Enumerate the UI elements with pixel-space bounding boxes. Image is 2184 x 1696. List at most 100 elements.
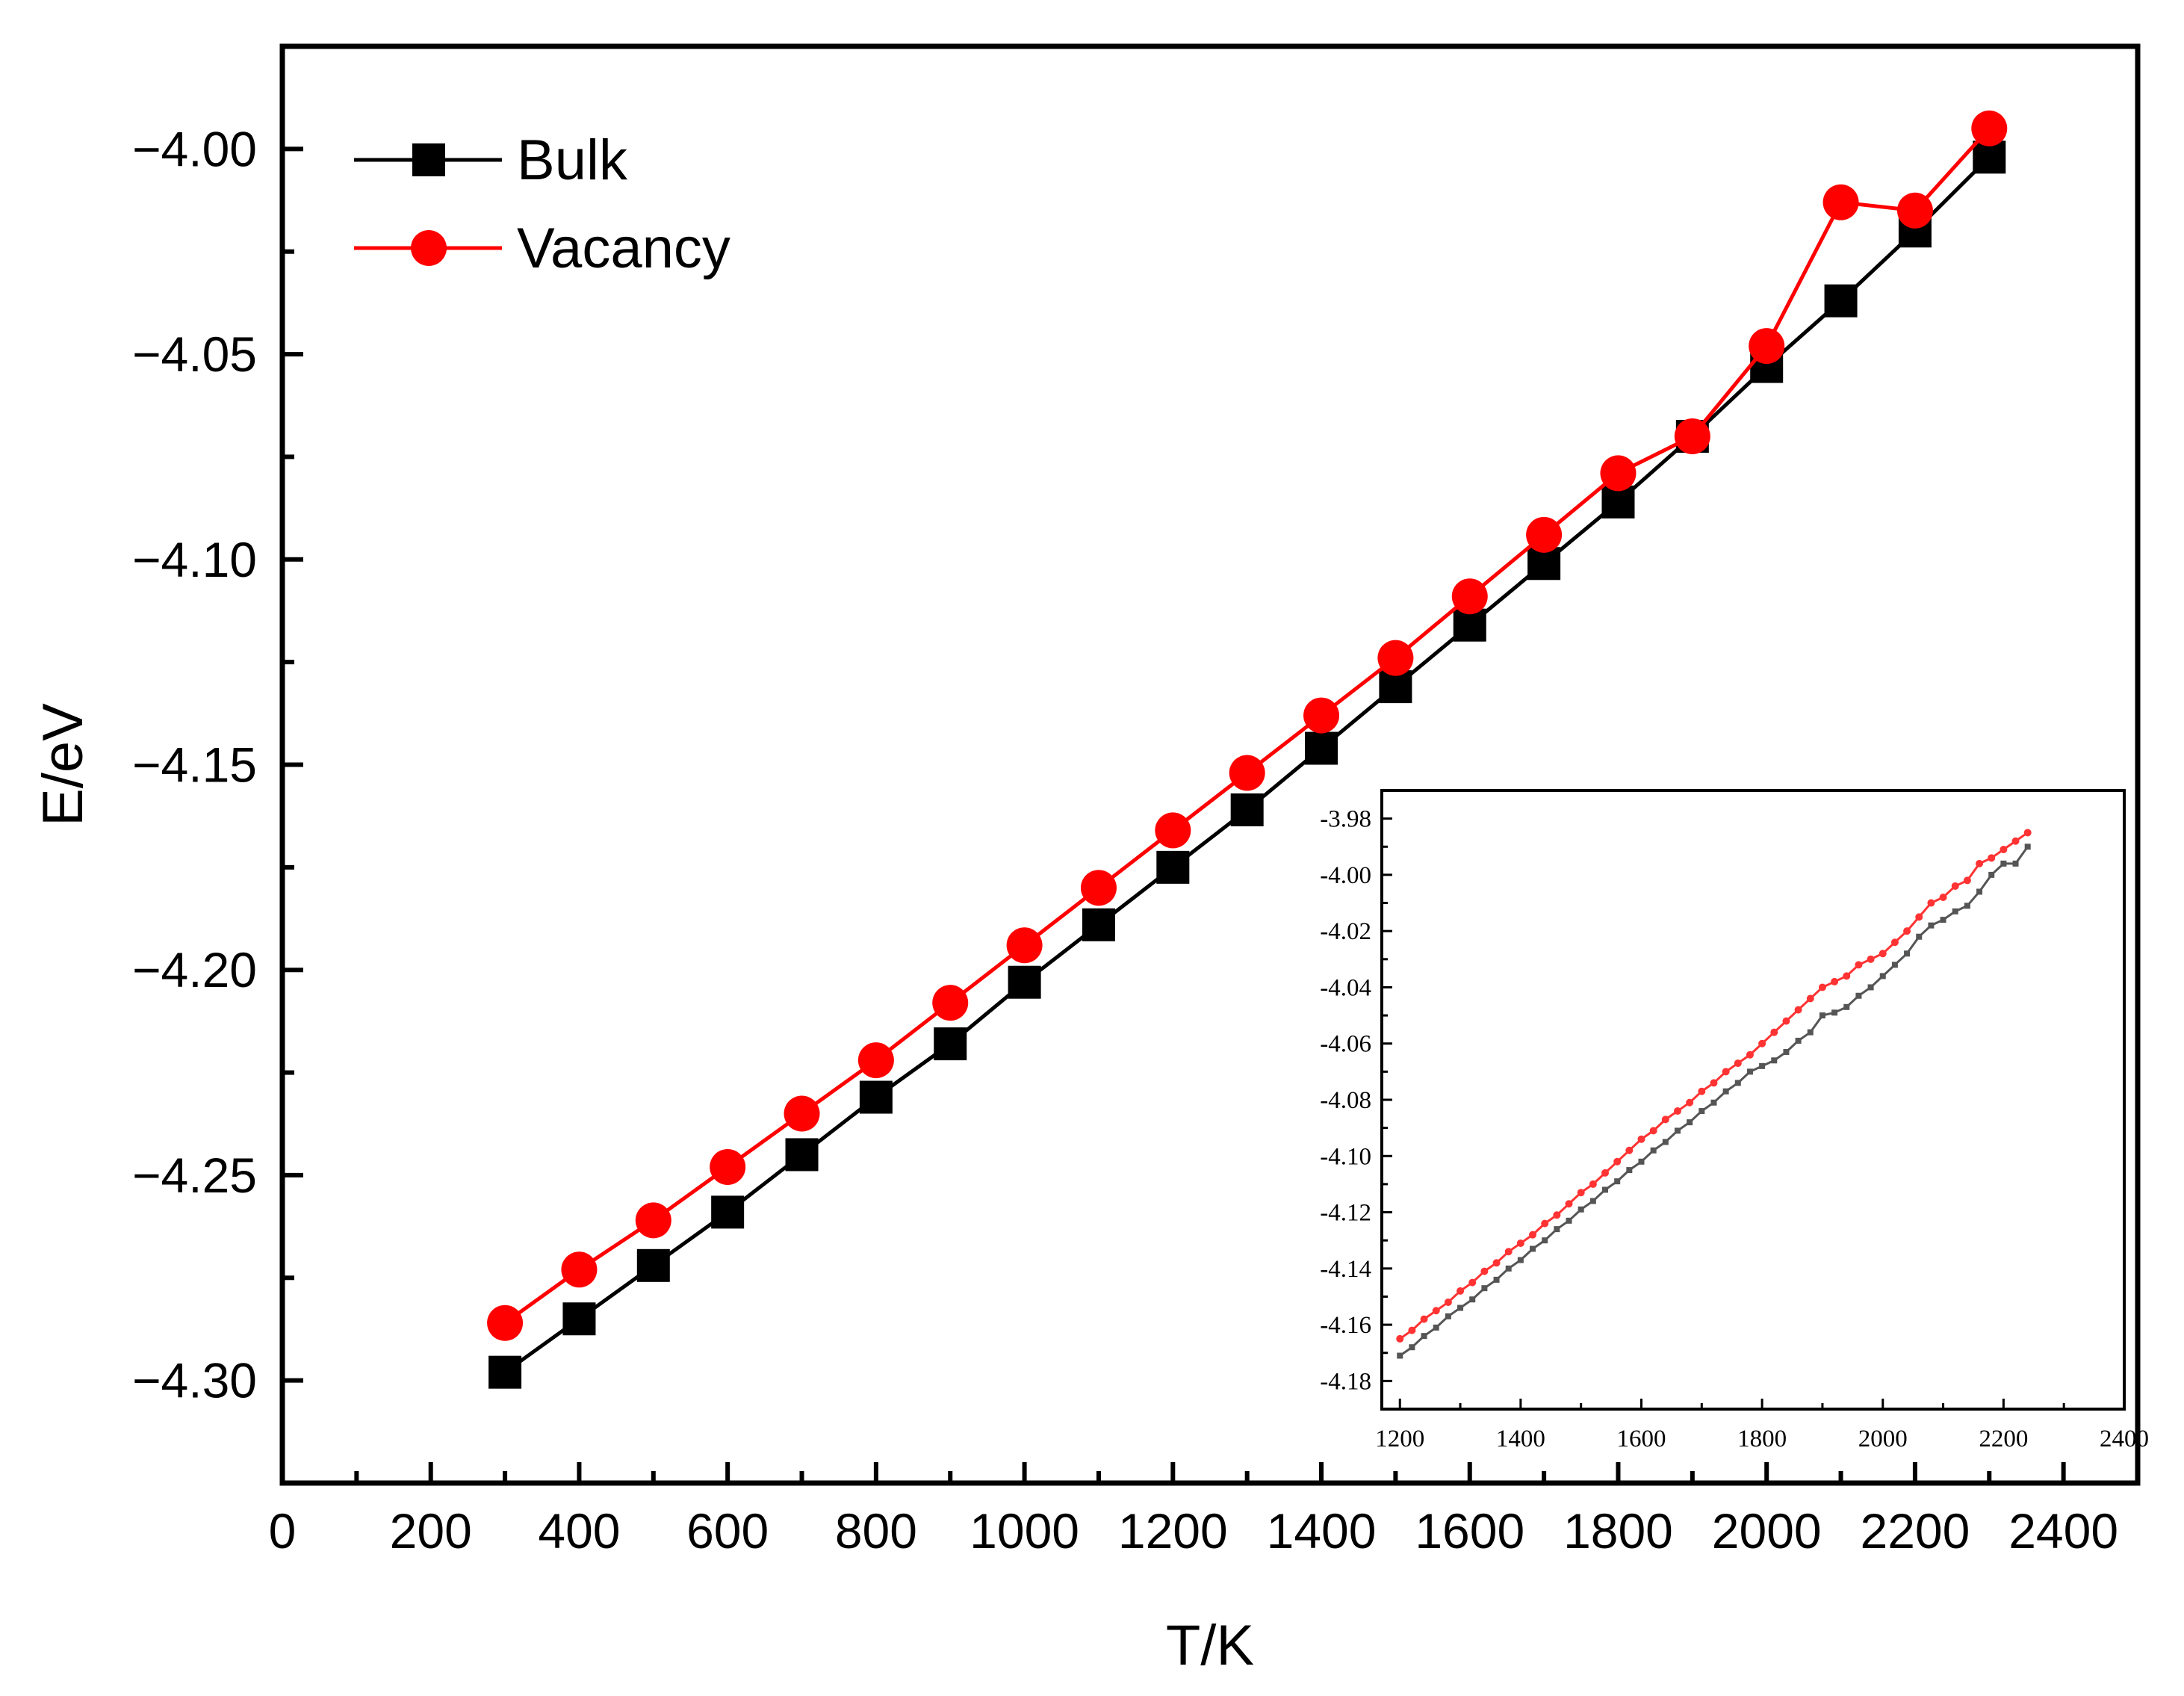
data-point-vacancy [1600,455,1637,492]
x-tick-label: 200 [390,1503,472,1559]
main-plot: 0 200 400 600 800 1000 1200 1400 1600 1800 2000 220… [31,43,2141,1677]
inset-y-tick-label: -4.16 [1320,1312,1371,1339]
data-point-bulk [562,1302,596,1336]
inset-data-point-bulk [1638,1158,1645,1165]
data-point-vacancy [1080,870,1117,906]
inset-data-point-vacancy [1770,1028,1778,1036]
inset-y-tick-label: -4.00 [1320,862,1371,889]
y-tick-label: −4.05 [132,326,257,382]
y-tick-label: −4.10 [132,532,257,587]
inset-data-point-vacancy [1890,938,1899,947]
y-axis-title: E/eV [31,703,95,826]
inset-background [1377,786,2129,1414]
y-tick-label: −4.25 [132,1148,257,1203]
inset-data-point-bulk [2000,860,2007,867]
inset-data-point-bulk [1542,1237,1548,1244]
inset-data-point-vacancy [1782,1017,1790,1025]
data-point-vacancy [1822,184,1859,220]
inset-data-point-bulk [1421,1333,1427,1340]
inset-data-point-vacancy [1504,1248,1513,1256]
inset-data-point-bulk [1445,1313,1451,1319]
inset-data-point-vacancy [1915,913,1923,921]
inset-data-point-bulk [1589,1198,1596,1204]
data-point-bulk [1082,908,1115,941]
x-tick-label: 1400 [1267,1503,1377,1559]
inset-data-point-bulk [1650,1147,1657,1154]
inset-data-point-bulk [1988,871,1995,878]
data-point-bulk [1305,731,1338,765]
x-tick-label: 1800 [1563,1503,1673,1559]
inset-data-point-vacancy [1396,1334,1404,1343]
inset-data-point-vacancy [2011,837,2020,845]
inset-data-point-bulk [1722,1088,1729,1095]
inset-x-tick-label: 1200 [1375,1426,1424,1452]
inset-data-point-vacancy [1686,1098,1694,1107]
inset-data-point-bulk [1771,1057,1778,1064]
inset-x-tick-label: 1400 [1496,1426,1545,1452]
data-point-vacancy [1006,927,1043,964]
inset-data-point-vacancy [1444,1298,1452,1306]
x-tick-label: 1200 [1118,1503,1228,1559]
inset-y-tick-label: -4.12 [1320,1200,1371,1227]
inset-data-point-bulk [1457,1305,1464,1311]
inset-data-point-vacancy [1661,1115,1669,1124]
inset-data-point-vacancy [1927,899,1935,907]
inset-data-point-bulk [1891,962,1898,968]
inset-data-point-bulk [1566,1217,1572,1224]
data-point-vacancy [1377,640,1414,676]
inset-data-point-vacancy [1589,1180,1597,1188]
inset-data-point-vacancy [1468,1278,1477,1287]
x-axis-title: T/K [1166,1614,1254,1677]
inset-data-point-bulk [1807,1029,1814,1036]
data-point-bulk [1008,965,1041,999]
inset-x-tick-label: 1600 [1616,1426,1666,1452]
inset-x-tick-label: 1800 [1737,1426,1787,1452]
data-point-vacancy [1674,418,1710,454]
inset-data-point-bulk [1433,1324,1439,1331]
inset-data-point-vacancy [1843,972,1851,980]
inset-y-tick-label: -4.10 [1320,1143,1371,1170]
inset-data-point-vacancy [1963,876,1971,885]
inset-data-point-bulk [1746,1068,1753,1075]
inset-data-point-bulk [1831,1009,1838,1016]
data-point-vacancy [635,1202,671,1239]
data-point-vacancy [1451,578,1488,615]
inset-data-point-vacancy [1637,1135,1645,1143]
inset-data-point-bulk [1904,950,1911,957]
inset-data-point-vacancy [1903,927,1911,935]
inset-data-point-bulk [1710,1099,1717,1106]
inset-data-point-vacancy [2000,846,2008,854]
inset-data-point-vacancy [1625,1146,1634,1154]
inset-data-point-bulk [1397,1352,1403,1359]
inset-data-point-vacancy [1516,1239,1524,1247]
x-tick-label: 2200 [1861,1503,1970,1559]
data-point-vacancy [1229,755,1265,791]
inset-data-point-bulk [1409,1344,1415,1351]
data-point-vacancy [932,985,969,1021]
inset-y-tick-label: -4.14 [1320,1256,1371,1283]
data-point-vacancy [1971,110,2008,146]
inset-plot: 1200 1400 1600 1800 2000 2200 2400 -4.18 -4.16 -4… [1320,786,2149,1452]
data-point-bulk [711,1195,745,1229]
inset-data-point-bulk [2024,844,2031,850]
inset-data-point-bulk [1505,1265,1512,1272]
inset-data-point-vacancy [1722,1068,1730,1076]
inset-data-point-vacancy [1698,1087,1706,1095]
inset-data-point-vacancy [1601,1169,1610,1177]
inset-y-tick-label: -3.98 [1320,806,1371,833]
inset-data-point-bulk [1517,1257,1524,1263]
data-point-bulk [488,1355,522,1389]
x-tick-label: 800 [835,1503,917,1559]
legend-marker-vacancy [411,230,447,266]
data-point-bulk [1156,850,1190,884]
inset-data-point-vacancy [1529,1231,1537,1239]
inset-data-point-vacancy [1420,1315,1428,1323]
inset-data-point-vacancy [1649,1127,1657,1135]
data-point-vacancy [1155,812,1191,849]
inset-data-point-vacancy [1480,1267,1489,1275]
inset-x-tick-label: 2000 [1858,1426,1908,1452]
inset-data-point-bulk [1928,922,1935,929]
x-tick-label: 400 [538,1503,620,1559]
inset-x-tick-label: 2400 [2100,1426,2149,1452]
inset-data-point-bulk [1577,1206,1584,1213]
